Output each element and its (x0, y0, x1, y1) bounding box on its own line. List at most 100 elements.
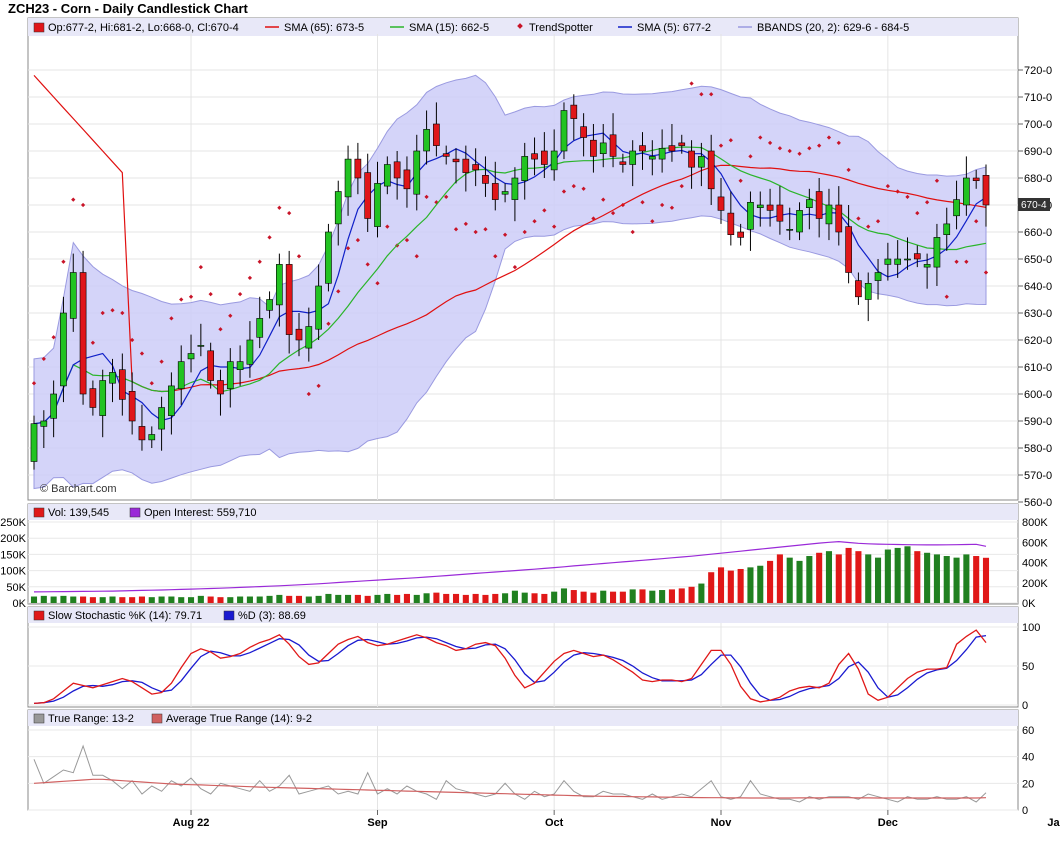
trendspotter-dot (777, 146, 783, 151)
candle-down (491, 183, 499, 200)
price-tick-label: 610-0 (1024, 362, 1052, 374)
candle-down (619, 161, 627, 165)
volume-legend: Vol: 139,545 Open Interest: 559,710 (33, 507, 257, 519)
trendspotter-dot (571, 183, 576, 189)
volume-bar (276, 594, 283, 603)
legend-swatch (151, 713, 163, 724)
volume-tick-label: 100K (0, 566, 26, 578)
price-tick-label: 690-0 (1024, 146, 1052, 158)
candle-up (874, 272, 882, 281)
trendspotter-dot (738, 178, 743, 183)
volume-bar (511, 590, 518, 603)
candle-up (648, 156, 656, 160)
candle-down (472, 164, 479, 171)
volume-bar (982, 557, 990, 603)
volume-bar (767, 560, 774, 603)
candle-down (531, 153, 538, 160)
trendspotter-dot (728, 138, 733, 143)
trendspotter-dot (139, 351, 145, 356)
candle-up (904, 258, 911, 261)
volume-bar (668, 589, 675, 603)
volume-bar (933, 554, 940, 603)
candle-down (776, 204, 784, 222)
volume-bar (315, 595, 322, 603)
volume-bar (325, 593, 332, 603)
volume-y-axis: 250K 200K 150K 100K 50K 0K 800K 600K 400K 200K 0K (0, 517, 1048, 610)
volume-bar (757, 565, 764, 603)
price-tick-label: 650-0 (1024, 254, 1052, 266)
candle-down (403, 169, 411, 190)
volume-bar (816, 552, 823, 603)
price-legend: Op:677-2, Hi:681-2, Lo:668-0, Cl:670-4 SM… (33, 22, 909, 34)
candle-up (226, 361, 234, 389)
volume-bar (109, 596, 116, 603)
candle-up (747, 202, 754, 230)
stochastic-panel: Slow Stochastic %K (14): 79.71 %D (3): 88… (27, 606, 1040, 712)
price-tick-label: 560-0 (1024, 497, 1052, 509)
trendspotter-dot (237, 291, 243, 297)
volume-bar (129, 597, 136, 603)
trendspotter-dot (669, 205, 675, 210)
volume-tick-label: 0K (13, 598, 27, 610)
trendspotter-dot (453, 227, 459, 232)
candle-up (786, 229, 794, 231)
candle-down (138, 426, 146, 441)
trendspotter-dot (581, 186, 586, 191)
price-tick-label: 700-0 (1024, 119, 1052, 131)
price-tick-label: 660-0 (1024, 227, 1052, 239)
candle-down (354, 158, 362, 179)
stoch-tick-label: 50 (1022, 661, 1034, 673)
oi-tick-label: 600K (1022, 537, 1048, 549)
trendspotter-dot (463, 221, 468, 227)
candle-down (972, 177, 980, 181)
candle-down (79, 272, 87, 395)
candle-up (805, 199, 813, 209)
volume-tick-label: 250K (0, 517, 26, 529)
trendspotter-dot (424, 194, 429, 200)
trendspotter-dot (306, 391, 311, 397)
price-y-axis: 720-0710-0700-0690-0680-0670-0660-0650-0… (1018, 65, 1052, 509)
volume-bar (531, 593, 538, 603)
atr-tick-label: 60 (1022, 725, 1034, 737)
atr-panel: True Range: 13-2 Average True Range (14):… (27, 709, 1034, 817)
candle-up (266, 299, 273, 311)
candle-down (855, 280, 862, 298)
candle-up (521, 156, 529, 181)
volume-bar (384, 593, 391, 603)
price-tick-label: 580-0 (1024, 443, 1052, 455)
legend-label: Vol: 139,545 (48, 507, 109, 519)
volume-tick-label: 150K (0, 549, 26, 561)
candle-up (334, 191, 342, 225)
candle-up (658, 148, 666, 160)
candle-up (825, 204, 833, 225)
trendspotter-dot (679, 183, 684, 189)
volume-bar (305, 596, 312, 603)
trendspotter-dot (787, 148, 792, 154)
volume-tick-label: 200K (0, 533, 26, 545)
volume-bar (845, 547, 852, 603)
price-tick-label: 710-0 (1024, 92, 1052, 104)
price-tick-label: 720-0 (1024, 65, 1052, 77)
atr-legend: True Range: 13-2 Average True Range (14):… (33, 713, 312, 725)
trendspotter-dot (964, 259, 969, 264)
volume-bar (717, 567, 725, 603)
candle-down (845, 226, 852, 273)
trendspotter-dot (660, 202, 665, 208)
volume-bar (727, 570, 734, 603)
candle-up (30, 423, 38, 462)
trendspotter-dot (610, 210, 616, 216)
volume-bar (698, 583, 705, 603)
price-tick-label: 680-0 (1024, 173, 1052, 185)
legend-swatch (33, 610, 45, 621)
volume-bar (590, 592, 597, 603)
candle-down (452, 158, 460, 163)
candle-down (217, 380, 224, 395)
candle-up (698, 156, 705, 168)
atr-grid (28, 726, 1018, 811)
volume-bar (943, 556, 950, 603)
trendspotter-dot (885, 183, 890, 189)
trendspotter-dot (983, 270, 989, 275)
volume-bar (374, 594, 381, 603)
candle-up (423, 129, 430, 152)
candle-down (639, 145, 646, 152)
